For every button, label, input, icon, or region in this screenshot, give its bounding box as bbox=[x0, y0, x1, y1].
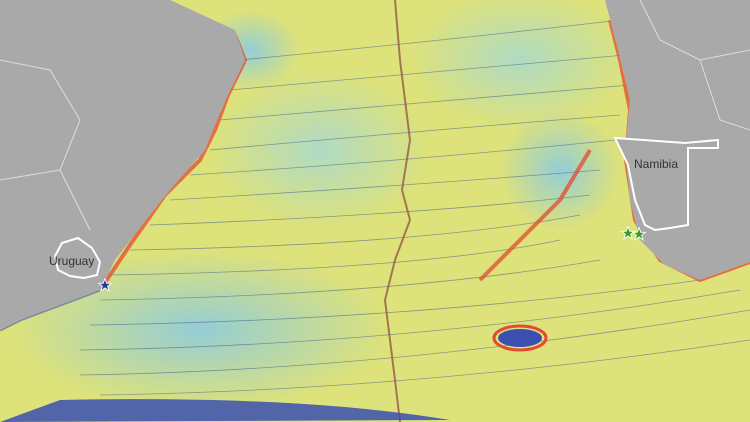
label-namibia: Namibia bbox=[634, 157, 679, 171]
blue-star-icon[interactable] bbox=[98, 278, 112, 292]
green-star-icon[interactable] bbox=[632, 227, 646, 241]
namibia-outline bbox=[613, 136, 719, 232]
uruguay-outline bbox=[53, 236, 102, 280]
label-uruguay: Uruguay bbox=[49, 254, 95, 268]
green-star-icon[interactable] bbox=[621, 226, 635, 240]
